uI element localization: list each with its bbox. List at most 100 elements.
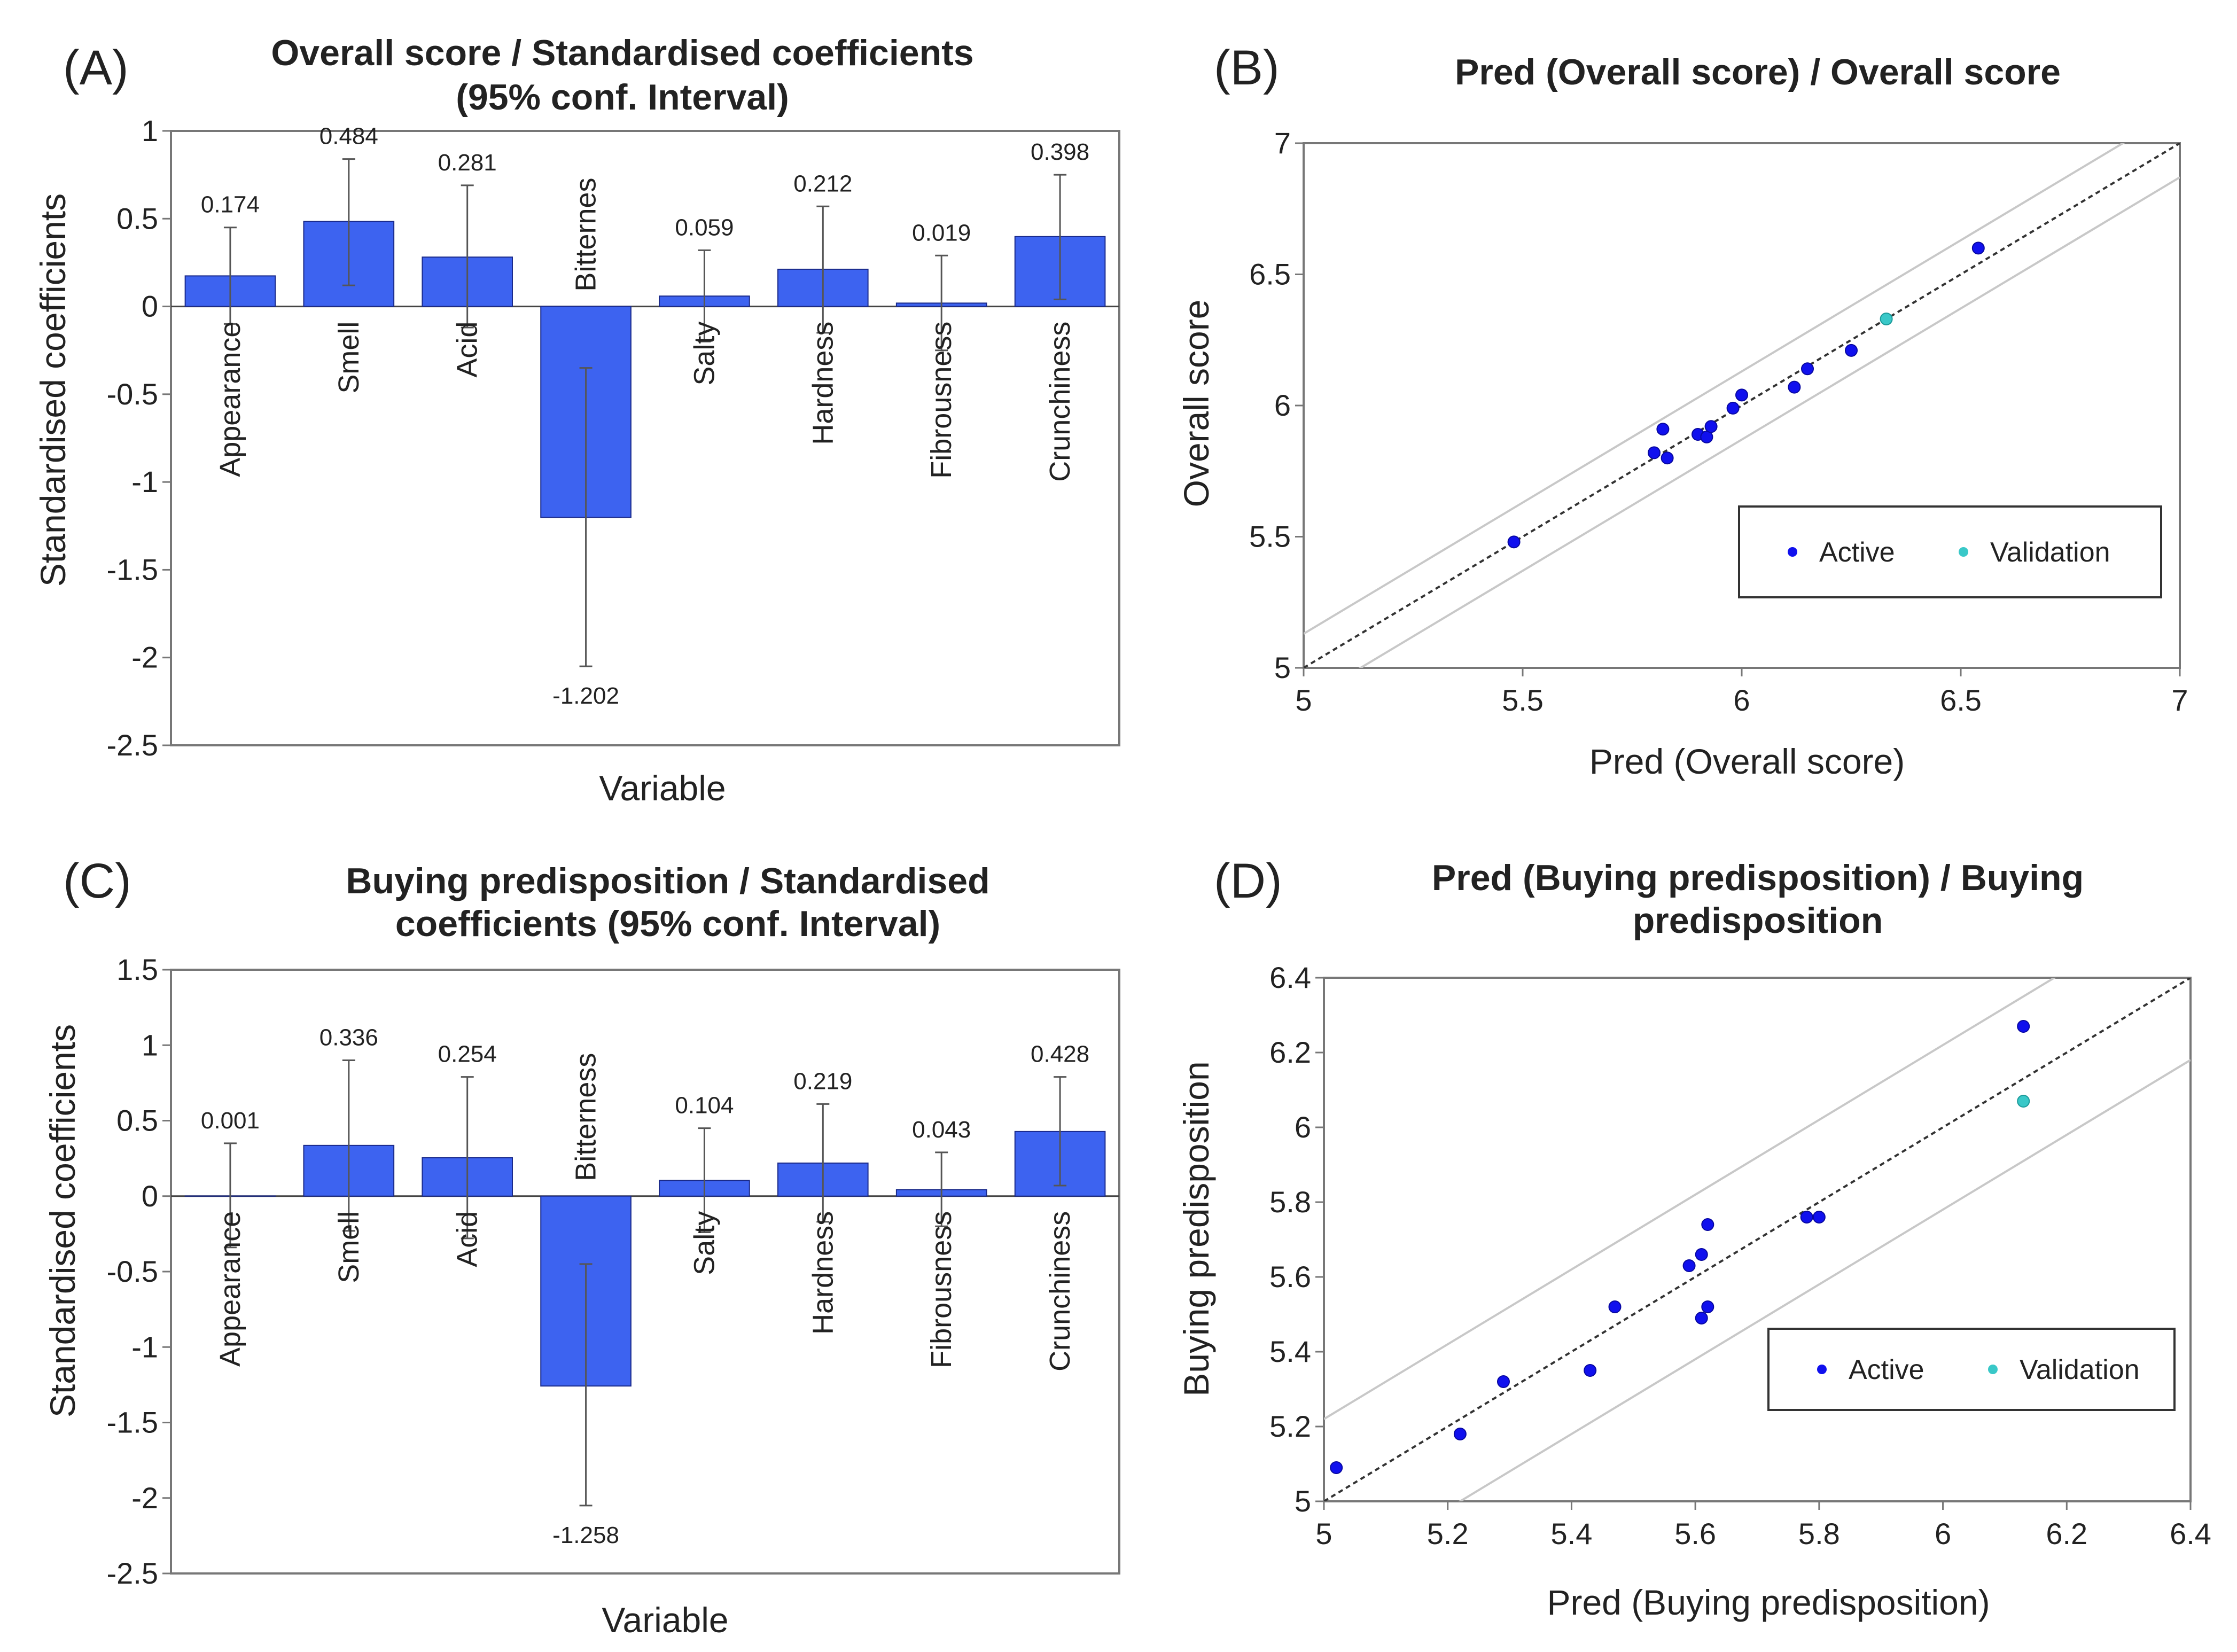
y-tick-label-d: 5.4: [1269, 1335, 1311, 1368]
data-label-c: 0.104: [675, 1093, 734, 1119]
category-label-c: Salty: [688, 1211, 720, 1275]
category-label-c: Smell: [333, 1211, 365, 1283]
chart-title-b-line1: Pred (Overall score) / Overall score: [1455, 52, 2061, 92]
x-tick-label-d: 5.2: [1427, 1517, 1469, 1550]
active-point-b: [1661, 451, 1674, 465]
x-tick-label-d: 6.4: [2170, 1517, 2211, 1550]
x-tick-label-d: 5.4: [1550, 1517, 1592, 1550]
category-label-a: Fibrousness: [925, 322, 957, 479]
y-tick-label-d: 6.4: [1269, 961, 1311, 994]
x-axis-label-a: Variable: [599, 768, 726, 808]
active-point-d: [1682, 1259, 1696, 1272]
legend-active-marker-d: [1817, 1365, 1827, 1374]
category-label-c: Hardness: [807, 1211, 839, 1335]
data-label-a: 0.019: [912, 220, 971, 246]
panel-label-c: (C): [63, 854, 131, 908]
chart-title-d-line2: predisposition: [1633, 900, 1883, 941]
y-tick-label-d: 5.2: [1269, 1409, 1311, 1443]
legend-box-d: [1767, 1328, 2176, 1411]
y-tick-label-d: 6.2: [1269, 1035, 1311, 1069]
legend-validation-marker-b: [1959, 547, 1968, 557]
y-tick-label-c: 0: [142, 1179, 158, 1213]
panel-label-d: (D): [1214, 854, 1282, 908]
data-label-c: 0.001: [201, 1108, 260, 1134]
y-tick-label-a: 1: [142, 114, 158, 147]
active-point-d: [1695, 1248, 1708, 1261]
active-point-d: [1701, 1218, 1714, 1231]
x-axis-label-b: Pred (Overall score): [1589, 742, 1905, 781]
y-tick-label-c: 0.5: [116, 1104, 158, 1137]
validation-point-b: [1880, 312, 1893, 325]
reference-lines-d: [1324, 978, 2191, 1501]
chart-title-a-line1: Overall score / Standardised coefficient…: [271, 33, 973, 73]
data-label-c: 0.043: [912, 1117, 971, 1143]
x-tick-label-b: 6.5: [1940, 683, 1982, 717]
x-axis-label-d: Pred (Buying predisposition): [1547, 1583, 1990, 1622]
plot-area-b: 5 5.5 6 6.5 7 5 5.5 6 6.5 7 Active Validation: [1249, 126, 2188, 717]
x-tick-label-b: 6: [1733, 683, 1750, 717]
conf-band-lower-d: [1458, 1059, 2191, 1501]
x-tick-label-d: 5: [1315, 1517, 1332, 1550]
y-tick-label-b: 7: [1274, 126, 1291, 160]
active-point-b: [1726, 401, 1740, 415]
category-label-c: Bitterness: [570, 1053, 602, 1181]
x-tick-label-b: 5: [1295, 683, 1312, 717]
active-point-d: [1453, 1428, 1467, 1440]
active-point-d: [1330, 1461, 1343, 1474]
data-label-a: 0.281: [438, 150, 497, 176]
legend-validation-label-d: Validation: [2020, 1354, 2140, 1385]
identity-line-b: [1304, 143, 2180, 668]
x-tick-label-b: 5.5: [1502, 683, 1544, 717]
y-tick-label-b: 5: [1274, 651, 1291, 684]
y-tick-label-c: -0.5: [107, 1254, 159, 1288]
data-label-a: 0.059: [675, 214, 734, 240]
category-label-c: Acid: [451, 1211, 484, 1267]
y-tick-label-d: 6: [1295, 1110, 1311, 1144]
category-label-a: Hardness: [807, 322, 839, 445]
chart-title-c-line1: Buying predisposition / Standardised: [346, 861, 989, 901]
y-axis-label-b: Overall score: [1176, 300, 1216, 508]
active-point-b: [1507, 535, 1521, 549]
y-tick-label-c: -1.5: [107, 1406, 159, 1439]
category-label-c: Appearance: [214, 1211, 246, 1367]
panel-b: (B) Pred (Overall score) / Overall score…: [1176, 41, 2188, 781]
plot-area-a: 1 0.5 0 -0.5 -1 -1.5 -2 -2.5 0.174 Appearance 0.48…: [107, 114, 1120, 762]
legend-active-label-b: Active: [1819, 537, 1895, 568]
legend-validation-label-b: Validation: [1990, 537, 2110, 568]
y-tick-label-a: -1.5: [107, 552, 159, 586]
y-tick-label-a: 0: [142, 290, 158, 323]
y-tick-label-a: -2.5: [107, 728, 159, 762]
y-tick-label-d: 5.8: [1269, 1185, 1311, 1219]
reference-lines-b: [1304, 143, 2180, 668]
y-tick-label-c: 1: [142, 1028, 158, 1062]
y-axis-label-c: Standardised coefficients: [43, 1024, 82, 1417]
plot-frame-a: [170, 130, 1120, 746]
x-axis-label-c: Variable: [602, 1600, 728, 1640]
category-label-a: Appearance: [214, 322, 246, 477]
chart-title-c-line2: coefficients (95% conf. Interval): [395, 903, 940, 944]
y-tick-label-c: -2: [131, 1481, 158, 1515]
plot-area-c: 1.5 1 0.5 0 -0.5 -1 -1.5 -2 -2.5 0.001 Appearance 0…: [107, 953, 1120, 1590]
active-point-b: [1845, 344, 1858, 357]
chart-title-d-line1: Pred (Buying predisposition) / Buying: [1432, 858, 2084, 898]
y-tick-label-a: -2: [131, 641, 158, 674]
active-point-d: [1608, 1300, 1622, 1313]
plot-frame-c: [170, 969, 1120, 1575]
y-tick-label-a: -1: [131, 465, 158, 498]
active-point-b: [1704, 420, 1718, 433]
panel-c: (C) Buying predisposition / Standardised…: [43, 854, 1120, 1640]
active-point-b: [1735, 388, 1748, 402]
active-point-d: [2017, 1020, 2030, 1033]
plot-area-d: 5 5.2 5.4 5.6 5.8 6 6.2 6.4 5 5.2 5.4 5.6 5.8 6 6.2 6.4…: [1269, 961, 2211, 1550]
y-tick-label-d: 5.6: [1269, 1260, 1311, 1293]
y-tick-label-b: 6: [1274, 388, 1291, 422]
y-tick-label-a: 0.5: [116, 201, 158, 235]
category-label-a: Acid: [451, 322, 484, 378]
panel-label-a: (A): [63, 41, 129, 95]
y-tick-label-a: -0.5: [107, 377, 159, 411]
chart-title-a-line2: (95% conf. Interval): [456, 77, 789, 118]
x-tick-label-b: 7: [2171, 683, 2188, 717]
panel-d: (D) Pred (Buying predisposition) / Buyin…: [1176, 854, 2211, 1622]
category-label-a: Bitternes: [570, 177, 602, 291]
